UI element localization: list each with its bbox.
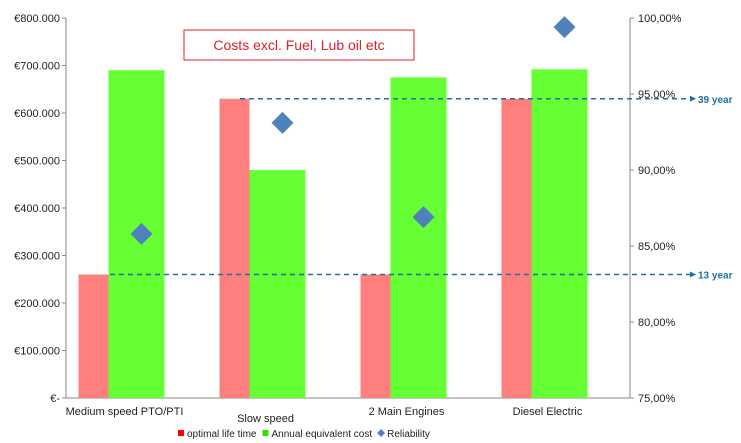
reliability-markers (130, 16, 576, 245)
reference-label: 13 year (698, 271, 733, 282)
left-y-axis: €- €100.000 €200.000 €300.000 €400.000 €500.0… (14, 13, 630, 405)
reliability-marker (130, 222, 153, 245)
right-tick-label: 100,00% (638, 13, 682, 25)
legend-label: optimal life time (187, 429, 257, 440)
bar-annual-equivalent-cost (249, 170, 306, 398)
reliability-marker (271, 111, 294, 134)
left-tick-label: €100.000 (14, 346, 60, 358)
reliability-marker (412, 206, 435, 229)
right-tick-label: 85,00% (638, 241, 676, 253)
category-labels: Medium speed PTO/PTI Slow speed 2 Main Eng… (66, 406, 583, 425)
category-label: Slow speed (237, 413, 294, 425)
chart-title-box: Costs excl. Fuel, Lub oil etc (183, 29, 415, 61)
right-tick-label: 95,00% (638, 89, 676, 101)
bar-optimal-life-time (78, 274, 109, 398)
bar-optimal-life-time (219, 98, 250, 398)
category-label: 2 Main Engines (369, 406, 445, 418)
chart-title: Costs excl. Fuel, Lub oil etc (213, 37, 384, 53)
bars (78, 69, 588, 399)
reference-arrow-icon (690, 271, 696, 278)
legend-swatch (262, 430, 269, 436)
left-tick-label: €400.000 (14, 203, 60, 215)
left-tick-label: €- (50, 393, 60, 405)
reliability-marker (553, 16, 576, 39)
category-label: Diesel Electric (513, 406, 583, 418)
legend: optimal life time Annual equivalent cost R… (178, 429, 430, 440)
reference-lines: 39 year 13 year (110, 95, 733, 282)
legend-label: Annual equivalent cost (271, 429, 372, 440)
left-tick-label: €200.000 (14, 298, 60, 310)
right-tick-label: 90,00% (638, 165, 676, 177)
bar-optimal-life-time (501, 98, 532, 398)
category-label: Medium speed PTO/PTI (66, 406, 184, 418)
reference-arrow-icon (690, 95, 696, 102)
left-tick-label: €600.000 (14, 108, 60, 120)
bar-annual-equivalent-cost (390, 77, 447, 398)
legend-swatch (178, 430, 184, 436)
reference-label: 39 year (698, 95, 733, 106)
legend-label: Reliability (387, 429, 430, 440)
legend-diamond-icon (377, 429, 386, 437)
right-y-axis: 75,00% 80,00% 85,00% 90,00% 95,00% 100,00% (629, 13, 682, 405)
right-tick-label: 80,00% (638, 317, 676, 329)
left-tick-label: €500.000 (14, 156, 60, 168)
bar-annual-equivalent-cost (531, 69, 588, 399)
left-tick-label: €300.000 (14, 251, 60, 263)
left-tick-label: €800.000 (14, 13, 60, 25)
bar-optimal-life-time (360, 274, 391, 398)
left-tick-label: €700.000 (14, 61, 60, 73)
right-tick-label: 75,00% (638, 393, 676, 405)
